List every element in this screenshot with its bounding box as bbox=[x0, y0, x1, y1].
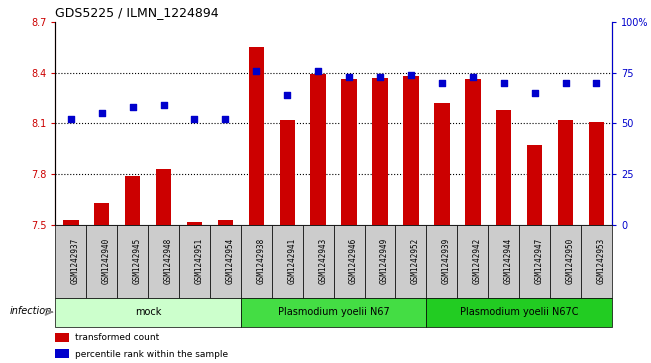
Bar bbox=[63, 220, 79, 225]
Text: GSM1242949: GSM1242949 bbox=[380, 238, 389, 285]
Bar bbox=[241, 298, 426, 327]
Bar bbox=[249, 47, 264, 225]
Bar bbox=[426, 298, 612, 327]
Bar bbox=[426, 225, 457, 298]
Point bbox=[282, 92, 292, 98]
Bar bbox=[148, 225, 179, 298]
Bar bbox=[156, 169, 171, 225]
Point bbox=[467, 74, 478, 79]
Text: GSM1242947: GSM1242947 bbox=[534, 238, 544, 285]
Text: GDS5225 / ILMN_1224894: GDS5225 / ILMN_1224894 bbox=[55, 6, 219, 19]
Text: Plasmodium yoelii N67: Plasmodium yoelii N67 bbox=[278, 307, 389, 317]
Bar bbox=[365, 225, 395, 298]
Bar bbox=[55, 333, 69, 342]
Bar bbox=[179, 225, 210, 298]
Point bbox=[220, 117, 230, 122]
Point bbox=[561, 80, 571, 86]
Bar bbox=[271, 225, 303, 298]
Bar bbox=[187, 222, 202, 225]
Text: GSM1242948: GSM1242948 bbox=[163, 238, 173, 285]
Bar bbox=[341, 79, 357, 225]
Bar bbox=[217, 220, 233, 225]
Bar bbox=[558, 120, 574, 225]
Text: GSM1242944: GSM1242944 bbox=[504, 238, 513, 285]
Bar bbox=[434, 103, 450, 225]
Text: Plasmodium yoelii N67C: Plasmodium yoelii N67C bbox=[460, 307, 579, 317]
Text: GSM1242952: GSM1242952 bbox=[411, 238, 420, 285]
Bar bbox=[527, 146, 542, 225]
Text: GSM1242950: GSM1242950 bbox=[566, 238, 575, 285]
Text: transformed count: transformed count bbox=[75, 334, 159, 342]
Point bbox=[189, 117, 200, 122]
Bar bbox=[457, 225, 488, 298]
Bar bbox=[311, 74, 326, 225]
Bar bbox=[496, 110, 512, 225]
Point bbox=[406, 72, 416, 78]
Text: mock: mock bbox=[135, 307, 161, 317]
Bar bbox=[303, 225, 333, 298]
Bar bbox=[94, 203, 109, 225]
Text: GSM1242946: GSM1242946 bbox=[349, 238, 358, 285]
Text: GSM1242953: GSM1242953 bbox=[596, 238, 605, 285]
Point bbox=[437, 80, 447, 86]
Bar bbox=[403, 76, 419, 225]
Point bbox=[251, 68, 262, 73]
Text: GSM1242942: GSM1242942 bbox=[473, 238, 482, 285]
Bar bbox=[125, 176, 141, 225]
Text: GSM1242938: GSM1242938 bbox=[256, 238, 266, 285]
Point bbox=[96, 110, 107, 116]
Point bbox=[529, 90, 540, 96]
Bar bbox=[241, 225, 271, 298]
Point bbox=[66, 117, 76, 122]
Bar bbox=[589, 122, 604, 225]
Bar bbox=[519, 225, 550, 298]
Text: percentile rank within the sample: percentile rank within the sample bbox=[75, 350, 228, 359]
Point bbox=[128, 104, 138, 110]
Bar bbox=[55, 298, 241, 327]
Text: GSM1242941: GSM1242941 bbox=[287, 238, 296, 285]
Bar bbox=[550, 225, 581, 298]
Point bbox=[313, 68, 324, 73]
Text: infection: infection bbox=[10, 306, 52, 316]
Point bbox=[344, 74, 354, 79]
Text: GSM1242939: GSM1242939 bbox=[442, 238, 451, 285]
Bar bbox=[581, 225, 612, 298]
Text: GSM1242954: GSM1242954 bbox=[225, 238, 234, 285]
Text: GSM1242943: GSM1242943 bbox=[318, 238, 327, 285]
Bar bbox=[395, 225, 426, 298]
Text: GSM1242951: GSM1242951 bbox=[195, 238, 204, 285]
Bar bbox=[372, 78, 388, 225]
Bar bbox=[333, 225, 365, 298]
Point bbox=[158, 102, 169, 108]
Point bbox=[375, 74, 385, 79]
Bar bbox=[117, 225, 148, 298]
Point bbox=[591, 80, 602, 86]
Bar bbox=[86, 225, 117, 298]
Text: GSM1242940: GSM1242940 bbox=[102, 238, 111, 285]
Bar bbox=[55, 349, 69, 358]
Bar bbox=[279, 120, 295, 225]
Text: GSM1242945: GSM1242945 bbox=[133, 238, 142, 285]
Point bbox=[499, 80, 509, 86]
Text: GSM1242937: GSM1242937 bbox=[71, 238, 80, 285]
Bar bbox=[488, 225, 519, 298]
Bar bbox=[210, 225, 241, 298]
Bar bbox=[465, 79, 480, 225]
Bar bbox=[55, 225, 86, 298]
